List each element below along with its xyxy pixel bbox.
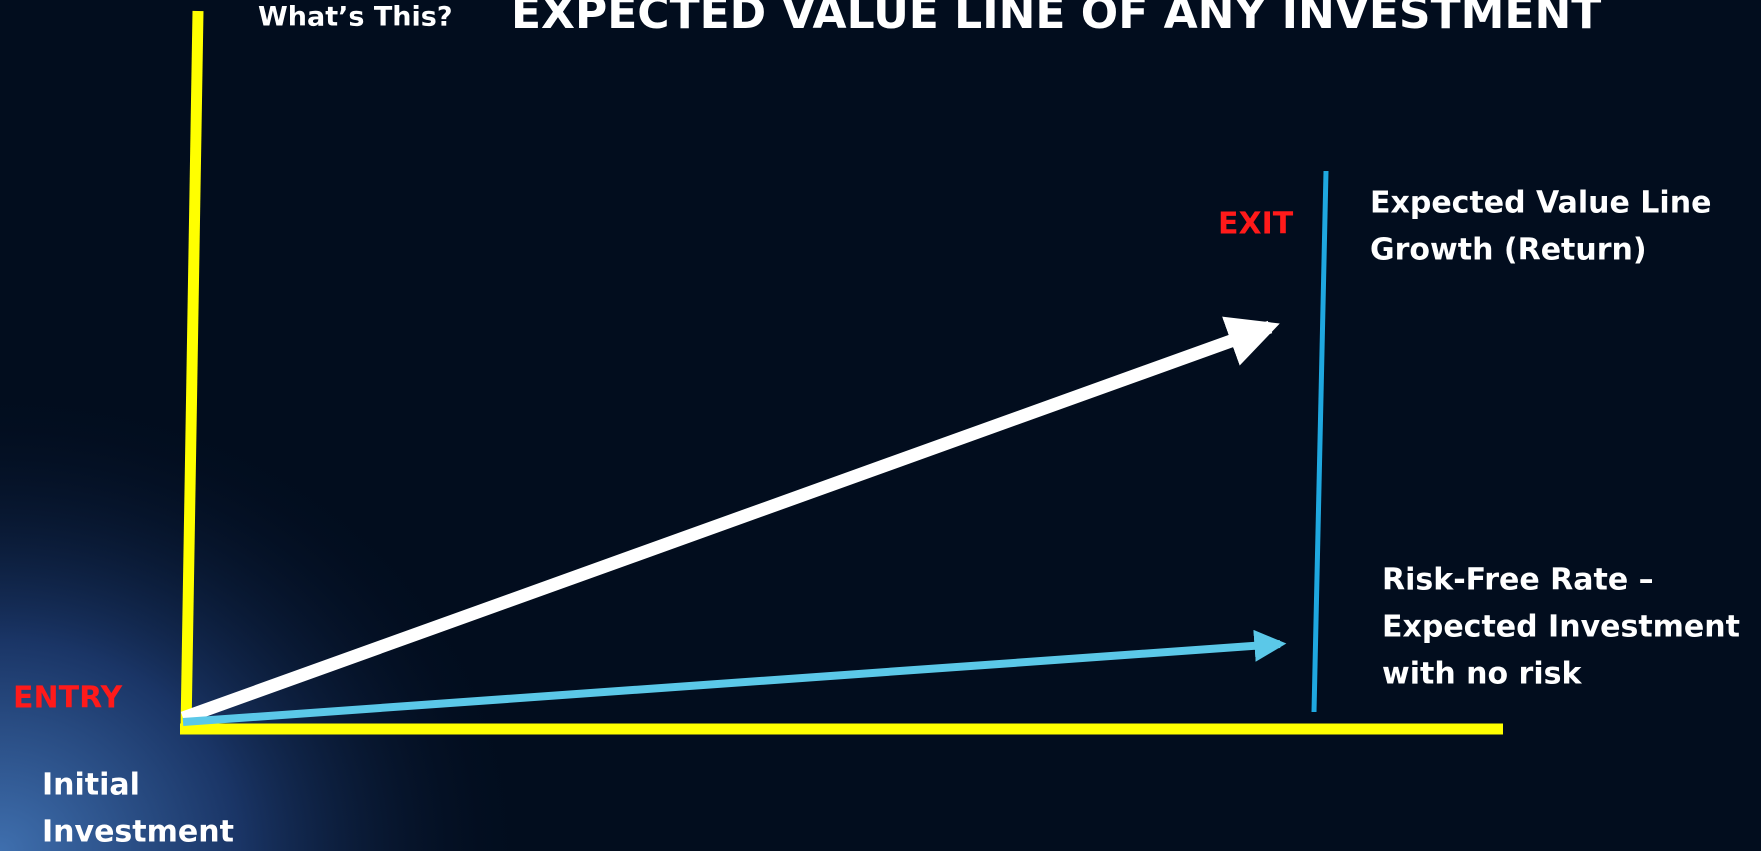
risk-free-arrow	[182, 629, 1287, 726]
risk-free-label: Expected Investment	[1382, 610, 1740, 645]
risk-free-label: Risk-Free Rate –	[1382, 563, 1654, 598]
risk-free-label: with no risk	[1382, 657, 1582, 692]
expected-value-arrow	[180, 316, 1280, 725]
expected-value-label: Growth (Return)	[1370, 233, 1647, 268]
title: EXPECTED VALUE LINE OF ANY INVESTMENT	[511, 0, 1601, 39]
initial-investment-label: Initial	[42, 768, 140, 803]
exit-label: EXIT	[1218, 207, 1294, 242]
initial-investment-label: Investment	[42, 815, 234, 850]
expected-value-label: Expected Value Line	[1370, 186, 1711, 221]
title-prefix: What’s This?	[258, 2, 452, 33]
exit-line	[1311, 170, 1329, 713]
entry-label: ENTRY	[13, 681, 124, 716]
y-axis	[180, 10, 204, 731]
